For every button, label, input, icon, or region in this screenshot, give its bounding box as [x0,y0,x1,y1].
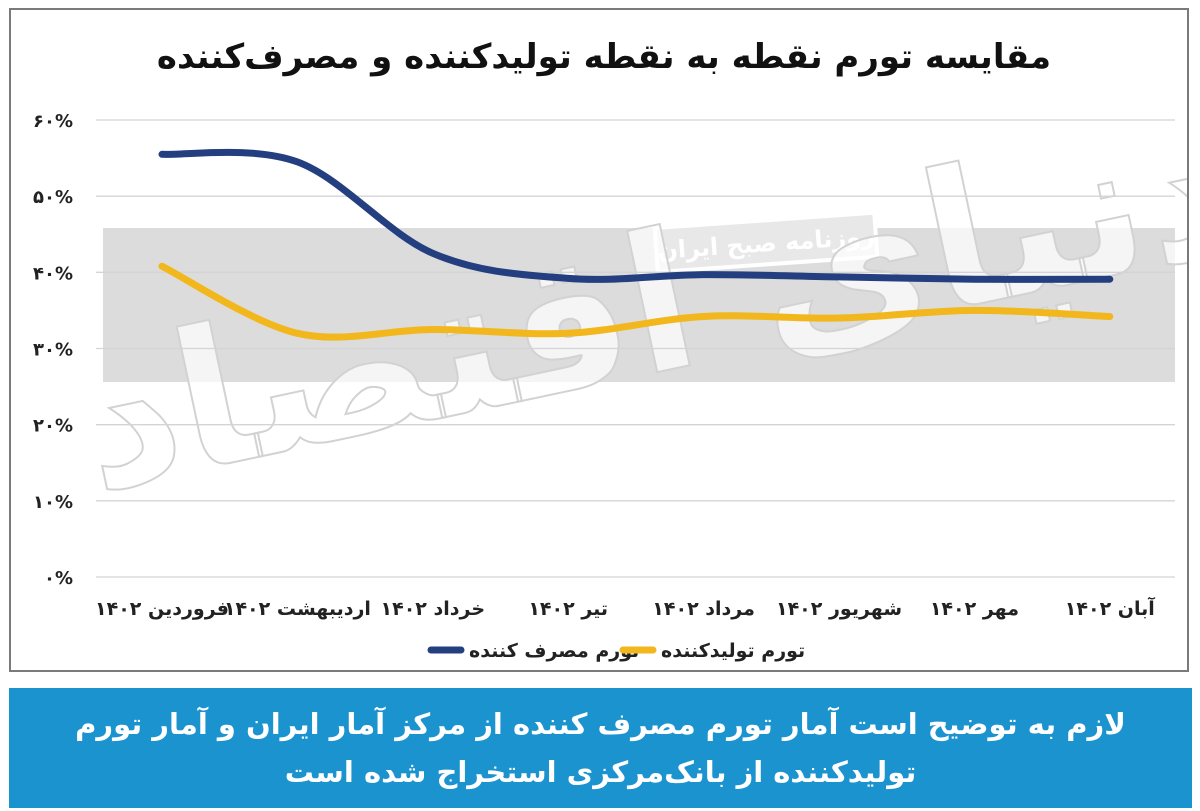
x-tick-label: تیر ۱۴۰۲ [528,598,608,620]
legend-label: تورم تولیدکننده [661,640,805,662]
line-chart: مقایسه تورم نقطه به نقطه تولیدکننده و مص… [33,37,1200,662]
series-line-1 [158,148,1114,283]
x-tick-label: شهریور ۱۴۰۲ [776,598,902,620]
series-line-2 [158,262,1114,341]
y-tick-label: ۵۰% [33,187,73,208]
x-tick-label: مرداد ۱۴۰۲ [652,598,755,620]
chart-title: مقایسه تورم نقطه به نقطه تولیدکننده و مص… [157,37,1051,77]
y-tick-label: ۶۰% [33,111,73,132]
grid [96,119,1175,578]
source-note-banner: لازم به توضیح است آمار تورم مصرف کننده ا… [9,688,1192,808]
x-tick-label: فروردین ۱۴۰۲ [95,598,229,620]
y-tick-label: ۰% [44,568,73,589]
y-tick-label: ۲۰% [33,416,73,437]
y-axis-ticks: ۰% ۱۰% ۲۰% ۳۰% ۴۰% ۵۰% ۶۰% [33,111,73,589]
x-tick-label: مهر ۱۴۰۲ [930,598,1019,620]
y-tick-label: ۴۰% [33,263,73,284]
legend: تورم مصرف کننده تورم تولیدکننده [427,640,805,662]
x-tick-label: خرداد ۱۴۰۲ [381,598,486,620]
x-tick-label: اردیبهشت ۱۴۰۲ [224,598,371,620]
x-tick-label: آبان ۱۴۰۲ [1065,596,1155,620]
series-lines [158,148,1114,341]
y-tick-label: ۳۰% [33,340,73,361]
y-tick-label: ۱۰% [33,492,73,513]
legend-label: تورم مصرف کننده [469,640,639,662]
chart-frame: مقایسه تورم نقطه به نقطه تولیدکننده و مص… [9,8,1200,672]
watermark-tagline-badge: روزنامه صبح ایران [652,210,880,275]
source-note-text: لازم به توضیح است آمار تورم مصرف کننده ا… [75,707,1126,789]
watermark-band [103,228,1175,382]
